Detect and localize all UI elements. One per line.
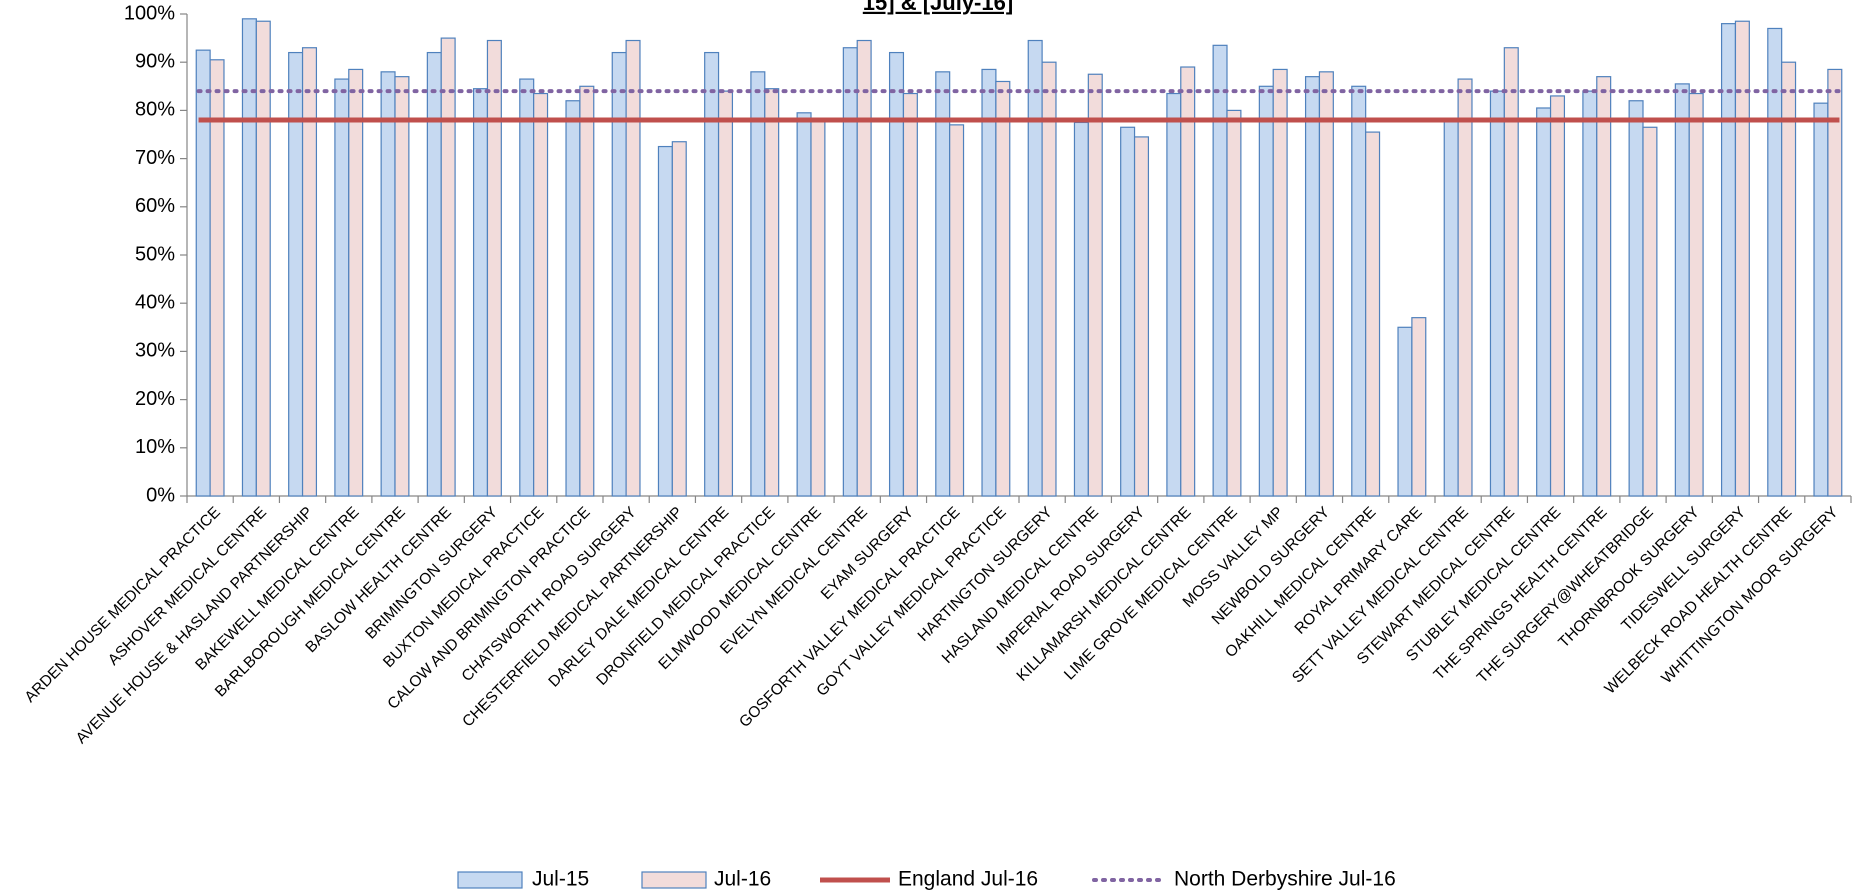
bar [1628, 100, 1644, 497]
legend-swatch [641, 871, 707, 889]
bar [842, 47, 858, 497]
x-tick-label: LIME GROVE MEDICAL CENTRE [1061, 504, 1241, 684]
bar [533, 92, 549, 497]
bar [565, 100, 581, 497]
y-tick-label: 50% [135, 243, 175, 265]
bar [255, 20, 271, 497]
chart-title: 15] & [July-16] [863, 0, 1013, 15]
bar [380, 71, 396, 497]
bar [348, 68, 364, 497]
y-tick-label: 60% [135, 195, 175, 217]
bar [810, 119, 826, 497]
bar [1827, 68, 1843, 497]
bar [1536, 107, 1552, 497]
bar [1720, 23, 1737, 497]
bar [301, 47, 318, 497]
bar [1489, 90, 1505, 497]
bar [486, 39, 502, 497]
bar [1734, 20, 1750, 497]
bar [995, 80, 1011, 497]
y-tick-label: 70% [135, 147, 175, 169]
y-tick-label: 40% [135, 291, 175, 313]
bar [1596, 76, 1612, 497]
bar [1041, 61, 1057, 497]
bar [472, 88, 489, 497]
bar [1582, 90, 1598, 497]
bar [750, 71, 766, 497]
legend-label: Jul-16 [714, 868, 771, 891]
bar [1813, 102, 1829, 497]
bar [1781, 61, 1797, 497]
bar [1397, 326, 1413, 497]
bar [902, 92, 918, 497]
bar [1073, 121, 1089, 497]
bar [1304, 76, 1321, 497]
bar [440, 37, 456, 497]
bar [1226, 109, 1242, 497]
bar [1180, 66, 1196, 497]
bar [1087, 73, 1103, 497]
bar [579, 85, 595, 497]
bar [1503, 47, 1519, 497]
bar [935, 71, 951, 497]
x-tick-label: ARDEN HOUSE MEDICAL PRACTICE [22, 504, 224, 706]
bar [1120, 126, 1136, 497]
legend-label: England Jul-16 [898, 868, 1038, 891]
bar [394, 76, 410, 497]
bar [1133, 136, 1150, 497]
x-tick-label: THE SPRINGS HEALTH CENTRE [1431, 504, 1611, 684]
bar [1365, 131, 1381, 497]
bar [717, 90, 734, 497]
bar [1166, 92, 1182, 497]
bar [334, 78, 350, 497]
bar [981, 68, 997, 497]
bar [949, 124, 965, 497]
bar [764, 88, 780, 497]
bar [519, 78, 535, 497]
bar [1351, 85, 1367, 497]
bar [1457, 78, 1473, 497]
bar [1549, 95, 1566, 497]
legend-label: Jul-15 [532, 868, 589, 891]
bar [856, 39, 872, 497]
bar [1318, 71, 1334, 497]
bar [657, 145, 673, 497]
bar [625, 39, 641, 497]
bar [195, 49, 211, 497]
bar [1411, 317, 1427, 497]
bar [209, 59, 225, 497]
bar [671, 141, 687, 497]
legend-swatch [457, 871, 523, 889]
bar [1027, 39, 1043, 497]
y-tick-label: 100% [124, 2, 175, 24]
bar [1688, 92, 1704, 497]
bar [1642, 126, 1658, 497]
y-tick-label: 90% [135, 50, 175, 72]
bar [1212, 44, 1228, 497]
bar [1258, 85, 1274, 497]
y-tick-label: 80% [135, 99, 175, 121]
y-tick-label: 20% [135, 388, 175, 410]
bar [1674, 83, 1690, 497]
bar [796, 112, 812, 497]
y-tick-label: 0% [146, 484, 175, 506]
legend-label: North Derbyshire Jul-16 [1174, 868, 1396, 891]
bar [1272, 68, 1288, 497]
bar [1767, 27, 1783, 497]
bar [1443, 119, 1459, 497]
y-tick-label: 10% [135, 436, 175, 458]
y-tick-label: 30% [135, 340, 175, 362]
